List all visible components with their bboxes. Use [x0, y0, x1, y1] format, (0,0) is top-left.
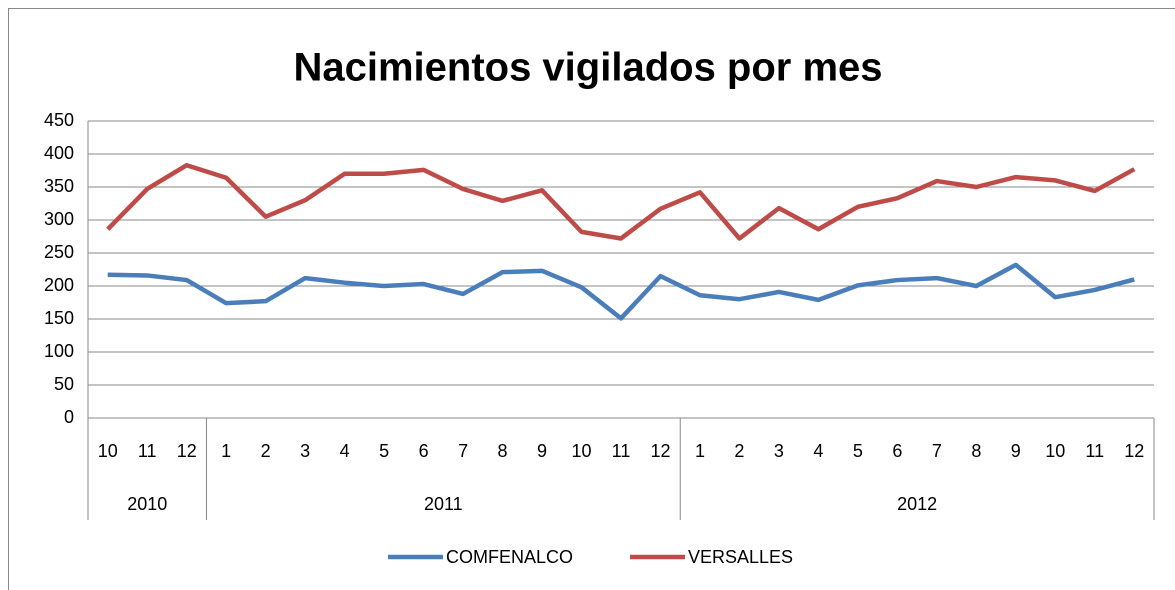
legend-label: COMFENALCO [446, 547, 573, 567]
y-tick-label: 100 [44, 341, 74, 361]
x-tick-label: 10 [98, 441, 118, 461]
series-line [106, 162, 1136, 241]
x-tick-label: 10 [1045, 441, 1065, 461]
y-tick-label: 0 [64, 407, 74, 427]
x-tick-label: 5 [853, 441, 863, 461]
x-tick-label: 4 [340, 441, 350, 461]
chart-frame [8, 8, 1175, 590]
y-tick-label: 350 [44, 176, 74, 196]
x-tick-label: 7 [932, 441, 942, 461]
x-tick-label: 2 [734, 441, 744, 461]
x-tick-label: 8 [971, 441, 981, 461]
y-tick-label: 400 [44, 143, 74, 163]
series-line [107, 262, 1135, 321]
y-tick-label: 200 [44, 275, 74, 295]
x-tick-label: 6 [419, 441, 429, 461]
x-tick-label: 3 [300, 441, 310, 461]
x-tick-label: 3 [774, 441, 784, 461]
x-tick-label: 11 [612, 441, 631, 461]
x-tick-label: 12 [177, 441, 197, 461]
x-tick-label: 9 [1011, 441, 1021, 461]
x-tick-label: 12 [1124, 441, 1144, 461]
x-tick-label: 9 [537, 441, 547, 461]
y-tick-label: 50 [54, 374, 74, 394]
group-label: 2012 [897, 494, 937, 514]
x-tick-label: 10 [572, 441, 592, 461]
x-tick-label: 6 [892, 441, 902, 461]
y-tick-label: 450 [44, 110, 74, 130]
y-tick-label: 150 [44, 308, 74, 328]
x-tick-label: 8 [498, 441, 508, 461]
legend-label: VERSALLES [688, 547, 793, 567]
group-label: 2011 [424, 494, 463, 514]
x-tick-label: 11 [1085, 441, 1104, 461]
group-label: 2010 [127, 494, 167, 514]
x-tick-label: 4 [813, 441, 823, 461]
x-tick-label: 5 [379, 441, 389, 461]
x-tick-label: 11 [138, 441, 157, 461]
x-tick-label: 12 [650, 441, 670, 461]
y-tick-label: 250 [44, 242, 74, 262]
y-tick-label: 300 [44, 209, 74, 229]
x-tick-label: 1 [695, 441, 705, 461]
chart-title: Nacimientos vigilados por mes [293, 46, 882, 90]
x-tick-label: 2 [261, 441, 271, 461]
x-tick-label: 1 [221, 441, 231, 461]
x-tick-label: 7 [458, 441, 468, 461]
